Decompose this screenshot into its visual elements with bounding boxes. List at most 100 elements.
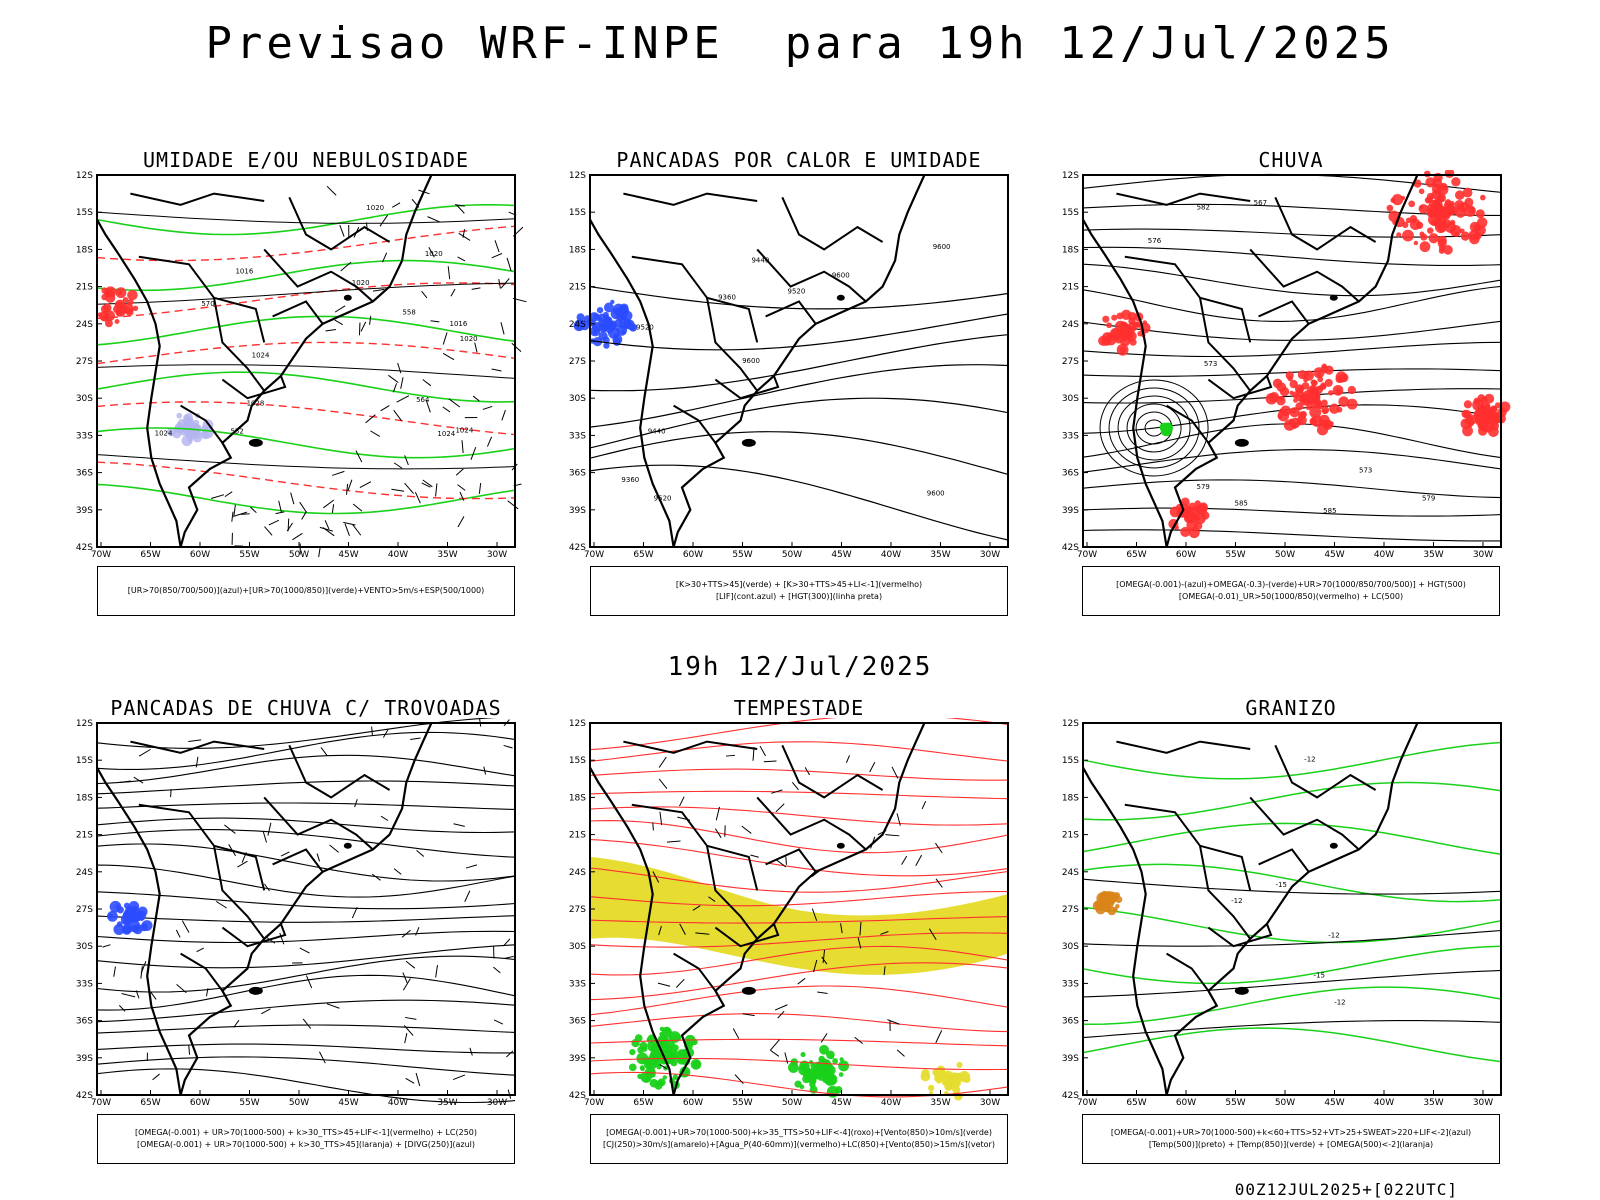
- rain-red-area: [1437, 238, 1447, 248]
- wind-vector: [404, 1032, 408, 1044]
- rain-red-area: [1390, 197, 1396, 203]
- wind-vector: [405, 1016, 417, 1020]
- divergence-blue-area: [132, 924, 143, 935]
- lat-tick-label: 30S: [569, 942, 586, 952]
- lat-tick-label: 36S: [569, 1017, 586, 1027]
- wind-vector: [102, 944, 111, 948]
- wind-vector: [770, 1039, 780, 1051]
- lon-tick-label: 65W: [140, 550, 160, 560]
- wind-vector: [175, 929, 181, 938]
- rain-red-area: [1198, 502, 1208, 512]
- lat-tick-label: 27S: [1062, 905, 1079, 915]
- wind-vector: [402, 972, 408, 983]
- rain-red-area: [1109, 327, 1122, 340]
- wind-vector: [652, 871, 660, 883]
- wind-vector: [471, 287, 481, 290]
- wind-vector: [305, 975, 313, 989]
- lat-tick-label: 36S: [76, 469, 93, 479]
- wind-vector: [360, 321, 367, 332]
- wind-vector: [334, 305, 346, 313]
- wind-vector: [371, 873, 381, 881]
- wind-vector: [320, 747, 328, 756]
- wind-vector: [365, 414, 376, 424]
- rain-red-area: [1106, 322, 1112, 329]
- wind-vector: [352, 503, 363, 512]
- state-border: [1166, 952, 1210, 992]
- rain-red-area: [1346, 398, 1358, 410]
- wind-vector: [461, 440, 464, 454]
- wind-vector: [170, 788, 172, 798]
- wind-vector: [405, 1077, 415, 1084]
- contour-label: -15: [1276, 881, 1287, 889]
- wind-vector: [791, 781, 799, 791]
- lif-blue-contour: [621, 305, 629, 313]
- lagoon: [248, 438, 263, 447]
- rain-red-area: [1310, 384, 1315, 390]
- temp850-contour: [1082, 741, 1502, 780]
- wind-vector: [455, 204, 465, 214]
- lif-blue-contour: [618, 311, 628, 320]
- rain-red-area: [1180, 497, 1190, 507]
- wind850-green-area: [637, 1046, 645, 1054]
- lat-tick-label: 33S: [569, 431, 586, 441]
- wind-vector: [462, 229, 466, 238]
- lat-tick-label: 33S: [76, 431, 93, 441]
- wind-vector: [380, 815, 389, 821]
- wind-vector: [448, 398, 461, 408]
- rain-red-area: [1419, 231, 1425, 237]
- state-border: [631, 255, 759, 343]
- humidity-green-contour: [96, 203, 516, 236]
- wind850-green-area: [826, 1050, 835, 1060]
- state-border: [1249, 796, 1360, 851]
- wind-vector: [372, 288, 385, 292]
- lat-tick-label: 12S: [76, 719, 93, 729]
- lon-tick-label: 35W: [930, 550, 950, 560]
- legend-pancadas-calor: [K>30+TTS>45](verde) + [K>30+TTS>45+LI<-…: [590, 566, 1008, 616]
- state-border: [1258, 300, 1310, 325]
- wind-vector: [393, 868, 402, 875]
- streamline: [96, 1068, 516, 1104]
- wind-vector: [869, 761, 876, 773]
- streamline: [589, 718, 1009, 751]
- rain-red-area: [1396, 232, 1402, 238]
- streamline: [96, 915, 516, 923]
- rain-red-area: [1291, 391, 1299, 399]
- wind-vector: [494, 240, 500, 253]
- lat-tick-label: 42S: [569, 1091, 586, 1101]
- lon-tick-label: 45W: [1324, 550, 1344, 560]
- lat-tick-label: 12S: [1062, 171, 1079, 181]
- contour-label: 1028: [247, 399, 265, 407]
- state-border: [673, 404, 717, 444]
- wind-vector: [370, 430, 381, 437]
- rain-red-area: [1461, 409, 1470, 419]
- omega500-orange-area: [1115, 904, 1120, 909]
- streamline: [96, 754, 516, 785]
- wind-vector: [388, 374, 399, 384]
- wind-vector: [785, 856, 787, 865]
- rain-red-area: [1408, 200, 1416, 208]
- lon-tick-label: 60W: [683, 1098, 703, 1108]
- rain-red-area: [1269, 392, 1280, 402]
- wind850-green-area: [659, 1031, 664, 1037]
- lat-tick-label: 30S: [1062, 942, 1079, 952]
- rain-red-area: [1102, 315, 1110, 323]
- wind-vector: [347, 479, 353, 491]
- lon-tick-label: 70W: [1077, 1098, 1097, 1108]
- wind-vector: [233, 1019, 240, 1028]
- state-border: [138, 803, 266, 891]
- contour-label: 1016: [450, 320, 468, 328]
- lif-blue-contour: [606, 326, 614, 334]
- state-border: [1274, 196, 1377, 251]
- wind-vector: [215, 900, 227, 909]
- coastline: [589, 174, 926, 548]
- lon-tick-label: 45W: [831, 550, 851, 560]
- wind-vector: [483, 766, 487, 775]
- wind-vector: [813, 959, 818, 973]
- state-border: [1166, 404, 1210, 444]
- rain-red-area: [1180, 526, 1191, 537]
- wind-vector: [318, 546, 321, 558]
- jet-stream-yellow-area: [941, 1076, 952, 1087]
- lif-blue-contour: [605, 318, 611, 324]
- lat-tick-label: 39S: [76, 1054, 93, 1064]
- panel-title-trovoadas: PANCADAS DE CHUVA C/ TROVOADAS: [110, 696, 502, 720]
